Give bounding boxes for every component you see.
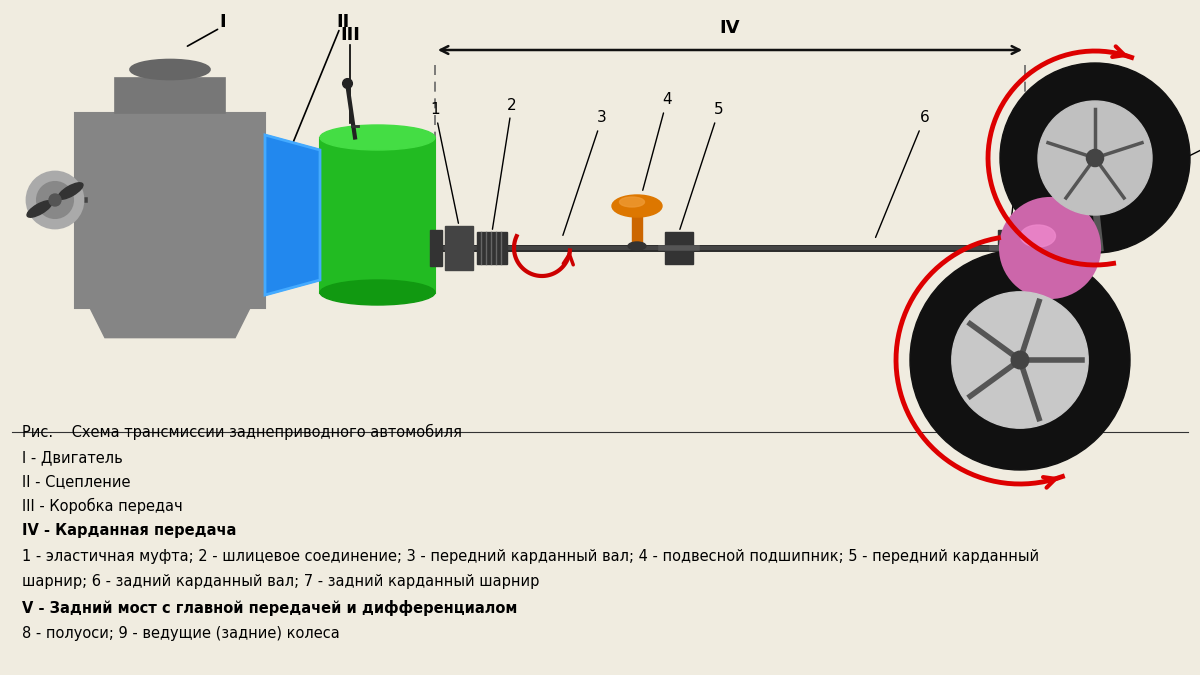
Text: V: V — [918, 321, 932, 339]
Ellipse shape — [628, 242, 646, 250]
Bar — [430, 230, 442, 266]
Text: 8: 8 — [1122, 151, 1184, 231]
Ellipse shape — [130, 59, 210, 80]
Bar — [665, 232, 694, 264]
Text: II: II — [336, 13, 349, 31]
Text: III - Коробка передач: III - Коробка передач — [22, 498, 182, 514]
Bar — [632, 216, 642, 248]
Polygon shape — [265, 135, 320, 295]
Ellipse shape — [1020, 225, 1056, 247]
Text: I - Двигатель: I - Двигатель — [22, 450, 122, 465]
Text: 9: 9 — [1188, 121, 1200, 157]
Bar — [74, 113, 265, 308]
Text: III: III — [340, 26, 360, 44]
Bar — [115, 78, 226, 113]
Text: 6: 6 — [876, 111, 929, 238]
Text: II - Сцепление: II - Сцепление — [22, 475, 130, 489]
Bar — [478, 232, 508, 264]
Ellipse shape — [619, 197, 644, 207]
Bar — [320, 138, 436, 292]
Polygon shape — [90, 308, 250, 338]
Circle shape — [1000, 198, 1100, 298]
Text: I: I — [220, 13, 227, 31]
Ellipse shape — [320, 125, 436, 150]
Ellipse shape — [320, 280, 436, 305]
Text: 1 - эластичная муфта; 2 - шлицевое соединение; 3 - передний карданный вал; 4 - п: 1 - эластичная муфта; 2 - шлицевое соеди… — [22, 549, 1039, 564]
Text: 2: 2 — [492, 97, 517, 230]
Circle shape — [1038, 101, 1152, 215]
Text: 1: 1 — [430, 103, 458, 223]
Ellipse shape — [59, 183, 83, 199]
Circle shape — [1086, 149, 1104, 167]
Text: 5: 5 — [680, 103, 724, 230]
Circle shape — [952, 292, 1088, 428]
Text: IV: IV — [720, 19, 740, 37]
Text: Рис.    Схема трансмиссии заднеприводного автомобиля: Рис. Схема трансмиссии заднеприводного а… — [22, 424, 462, 440]
Circle shape — [28, 172, 83, 228]
Text: 8 - полуоси; 9 - ведущие (задние) колеса: 8 - полуоси; 9 - ведущие (задние) колеса — [22, 626, 340, 641]
Ellipse shape — [612, 195, 662, 217]
Bar — [445, 226, 473, 270]
Text: 7: 7 — [1010, 97, 1030, 227]
Circle shape — [1012, 351, 1028, 369]
Text: 4: 4 — [643, 92, 672, 190]
Bar — [998, 230, 1022, 266]
Text: IV - Карданная передача: IV - Карданная передача — [22, 523, 236, 538]
Text: 3: 3 — [563, 111, 607, 236]
Circle shape — [910, 250, 1130, 470]
Circle shape — [37, 182, 73, 218]
Text: шарнир; 6 - задний карданный вал; 7 - задний карданный шарнир: шарнир; 6 - задний карданный вал; 7 - за… — [22, 574, 539, 589]
Ellipse shape — [28, 200, 52, 217]
Circle shape — [1000, 63, 1190, 253]
Text: V - Задний мост с главной передачей и дифференциалом: V - Задний мост с главной передачей и ди… — [22, 599, 517, 616]
Circle shape — [49, 194, 61, 206]
